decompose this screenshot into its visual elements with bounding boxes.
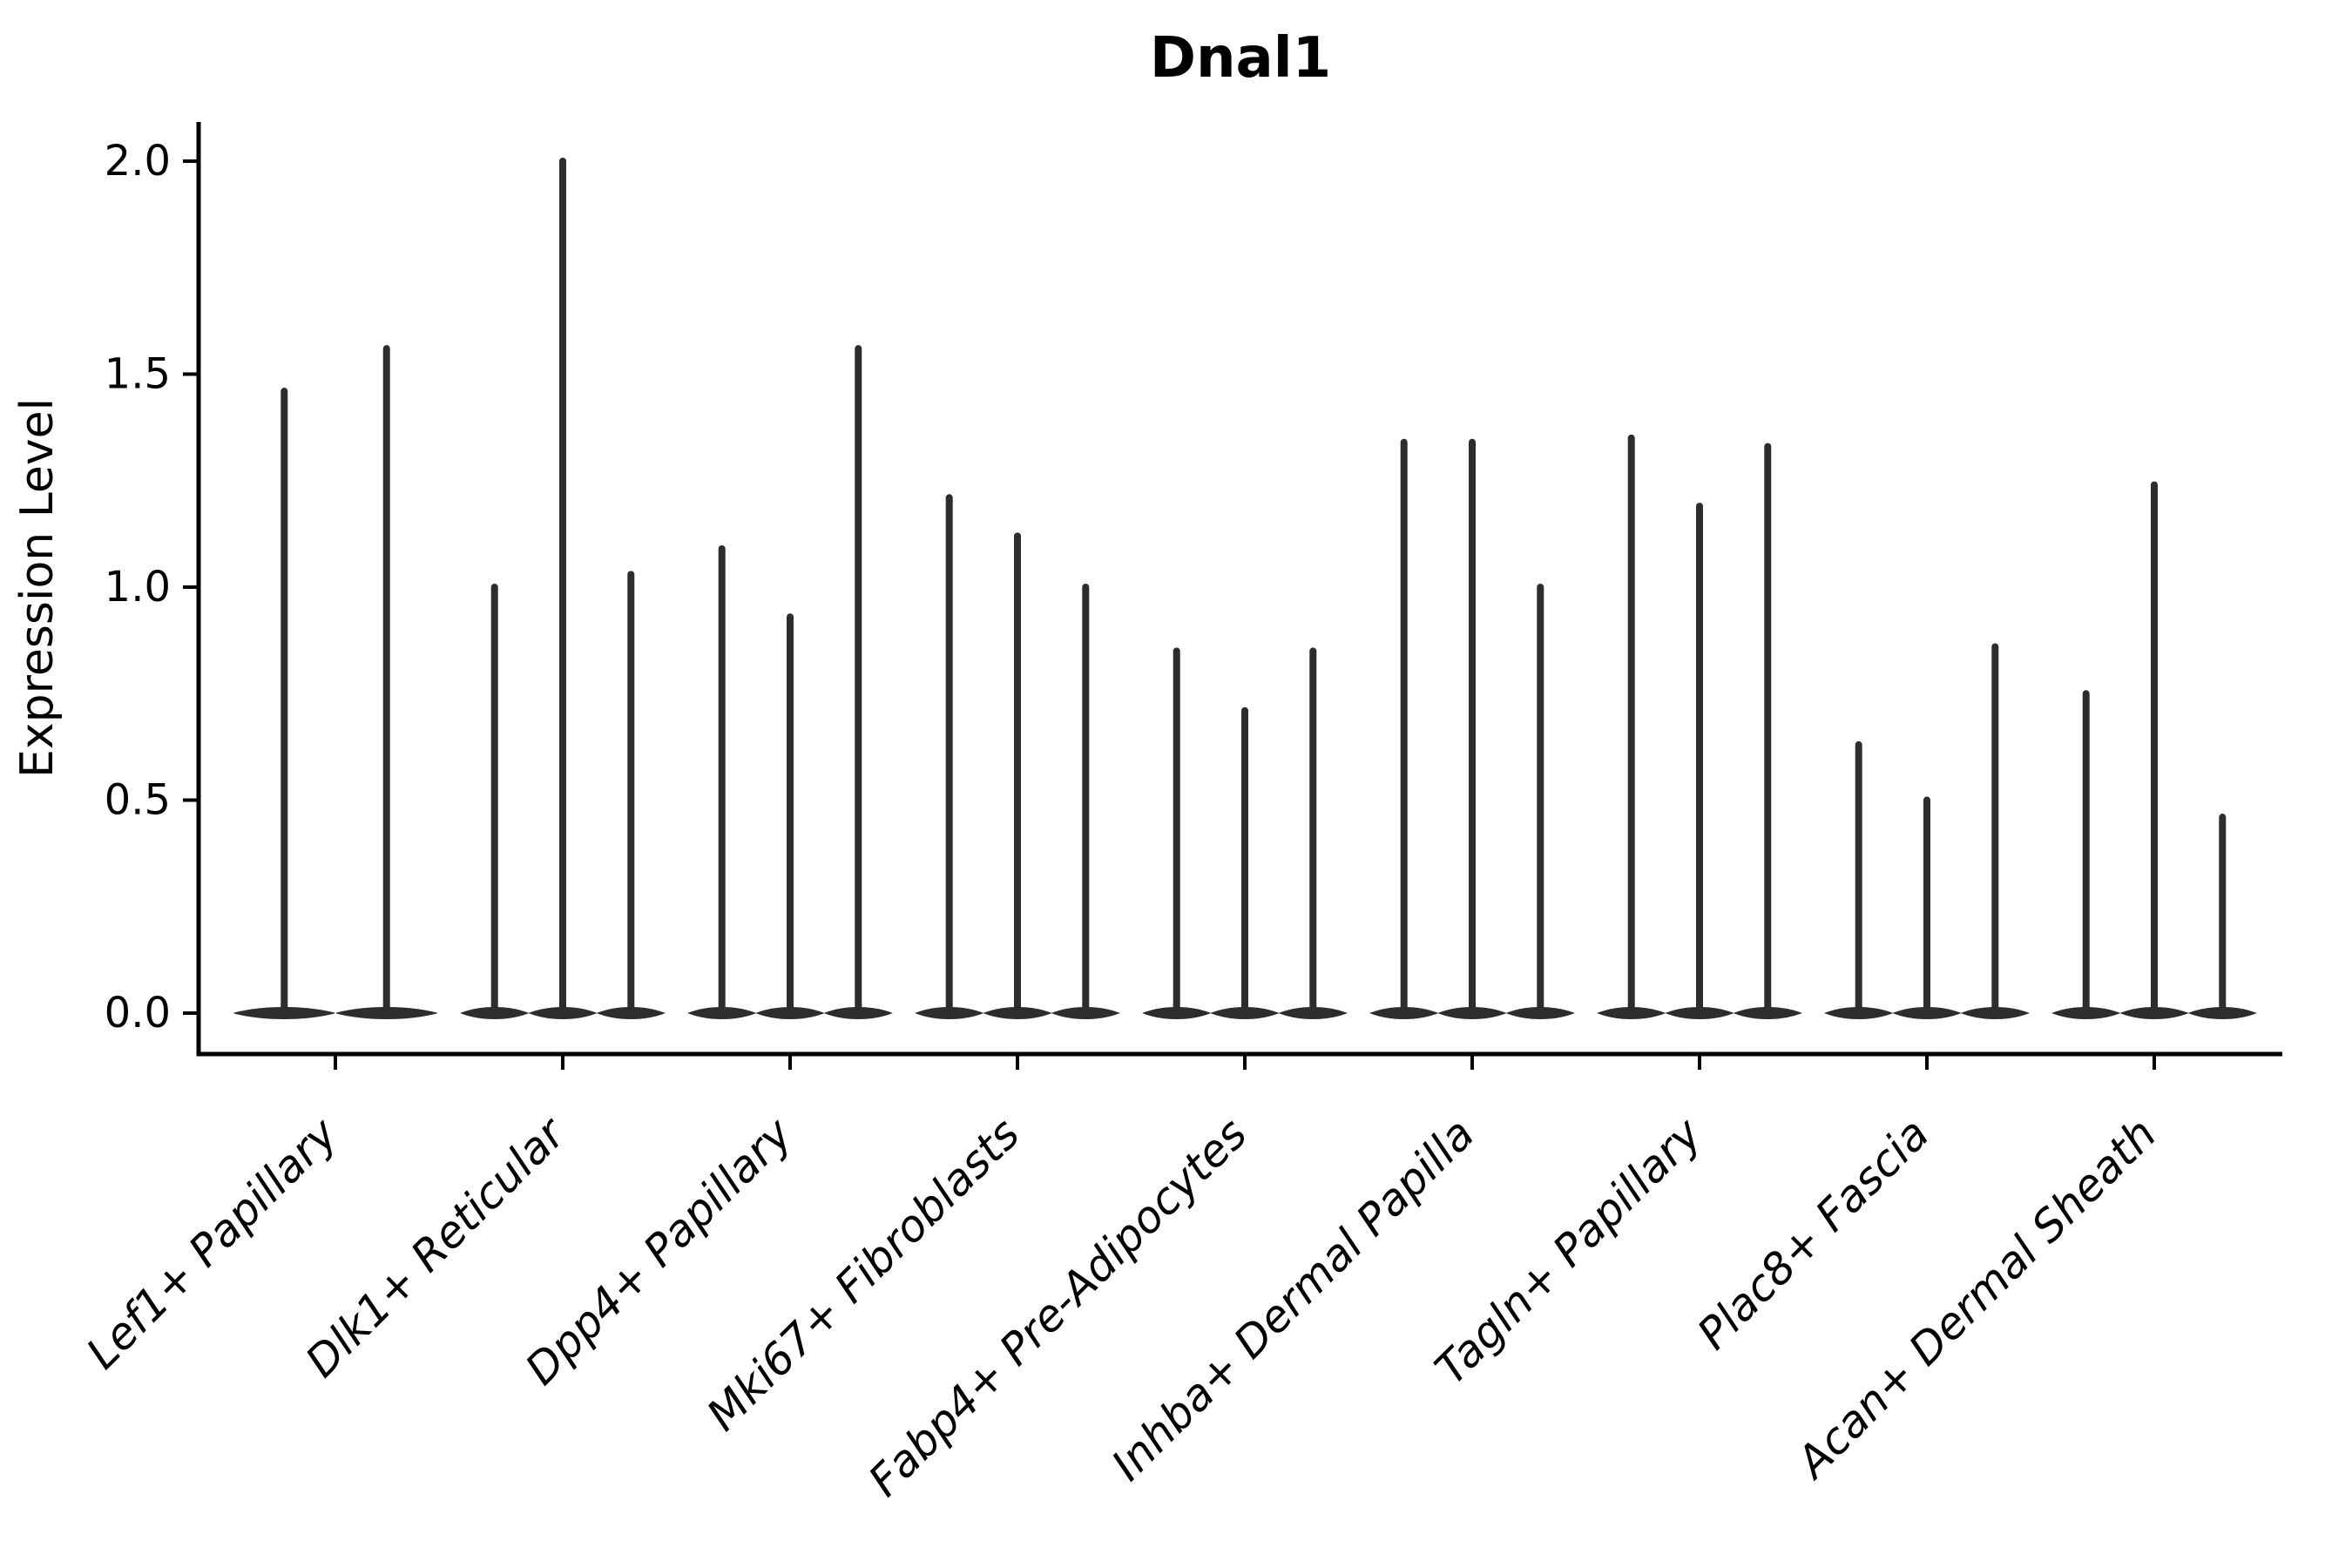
- y-tick-label: 2.0: [105, 137, 171, 186]
- violins-layer: [233, 158, 2257, 1020]
- chart-title: Dnal1: [1150, 26, 1331, 91]
- x-tick-label: Plac8+ Fascia: [1688, 1108, 1939, 1359]
- x-tick-label: Lef1+ Papillary: [77, 1107, 348, 1378]
- x-tick-label: Inhba+ Dermal Papilla: [1102, 1108, 1484, 1490]
- y-axis-ticks: 0.0 0.5 1.0 1.5 2.0: [105, 137, 199, 1037]
- x-tick-label: Acan+ Dermal Sheath: [1786, 1108, 2166, 1489]
- x-tick-label: Fabp4+ Pre-Adipocytes: [859, 1108, 1257, 1506]
- y-tick-label: 1.0: [105, 563, 171, 612]
- y-tick-label: 0.5: [105, 776, 171, 825]
- y-tick-label: 1.5: [105, 350, 171, 399]
- y-axis-label: Expression Level: [11, 398, 64, 778]
- y-tick-label: 0.0: [105, 989, 171, 1037]
